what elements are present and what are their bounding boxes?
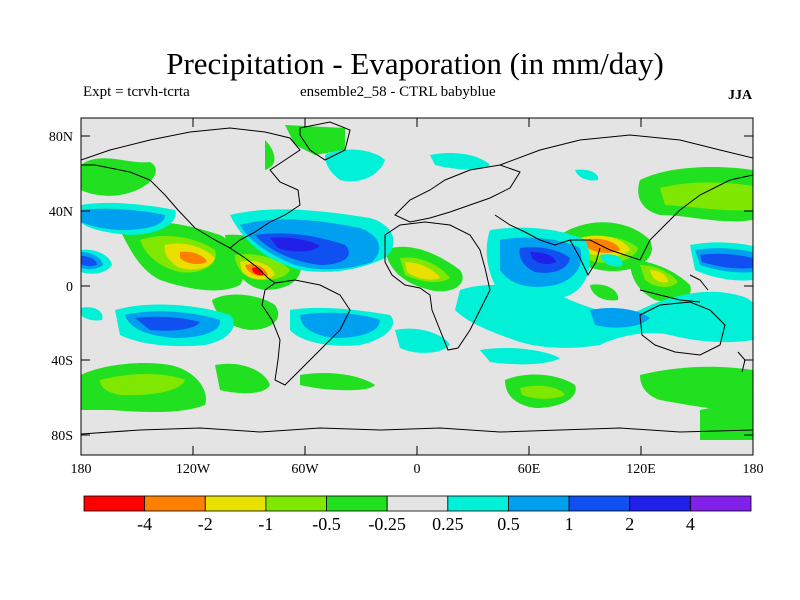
colorbar-label: 0.5 <box>497 514 520 534</box>
colorbar-swatch <box>144 495 206 512</box>
colorbar-label: -1 <box>258 514 273 534</box>
season-label: JJA <box>728 88 753 103</box>
colorbar-label: -0.25 <box>368 514 406 534</box>
colorbar-label: -0.5 <box>312 514 341 534</box>
colorbar-label: 1 <box>565 514 574 534</box>
y-label-eq: 0 <box>66 280 73 295</box>
y-axis-ticks <box>81 135 753 436</box>
colorbar-swatch <box>326 495 388 512</box>
x-label-60w: 60W <box>291 462 319 477</box>
precipitation-anomaly-field <box>81 121 753 440</box>
colorbar-swatch <box>508 495 570 512</box>
colorbar-swatch <box>386 495 449 512</box>
x-label-180w: 180 <box>71 462 92 477</box>
field-strong-dry <box>252 267 264 276</box>
x-label-120e: 120E <box>626 462 656 477</box>
coastlines <box>81 121 753 435</box>
x-label-180e: 180 <box>743 462 764 477</box>
colorbar-label: 0.25 <box>432 514 464 534</box>
colorbar-swatch <box>265 495 327 512</box>
colorbar-swatch <box>629 495 691 512</box>
field-strong-wet <box>270 237 556 265</box>
colorbar-label: 4 <box>686 514 695 534</box>
colorbar-label: -2 <box>198 514 213 534</box>
y-label-40n: 40N <box>49 205 73 220</box>
x-label-60e: 60E <box>518 462 541 477</box>
experiment-label: Expt = tcrvh-tcrta <box>83 84 190 100</box>
colorbar-swatch <box>447 495 509 512</box>
colorbar-swatch <box>689 495 752 512</box>
colorbar-label: -4 <box>137 514 152 534</box>
ensemble-label: ensemble2_58 - CTRL babyblue <box>300 84 496 100</box>
y-label-80n: 80N <box>49 130 73 145</box>
colorbar-label: 2 <box>625 514 634 534</box>
colorbar-swatch <box>568 495 631 512</box>
y-label-40s: 40S <box>51 354 73 369</box>
x-label-0: 0 <box>414 462 421 477</box>
y-label-80s: 80S <box>51 429 73 444</box>
colorbar-swatch <box>83 495 146 512</box>
figure-title: Precipitation - Evaporation (in mm/day) <box>166 46 664 81</box>
colorbar: -4 -2 -1 -0.5 -0.25 0.25 0.5 1 2 4 <box>83 495 752 534</box>
colorbar-swatch <box>204 495 267 512</box>
x-label-120w: 120W <box>176 462 211 477</box>
x-axis-ticks <box>80 118 754 455</box>
